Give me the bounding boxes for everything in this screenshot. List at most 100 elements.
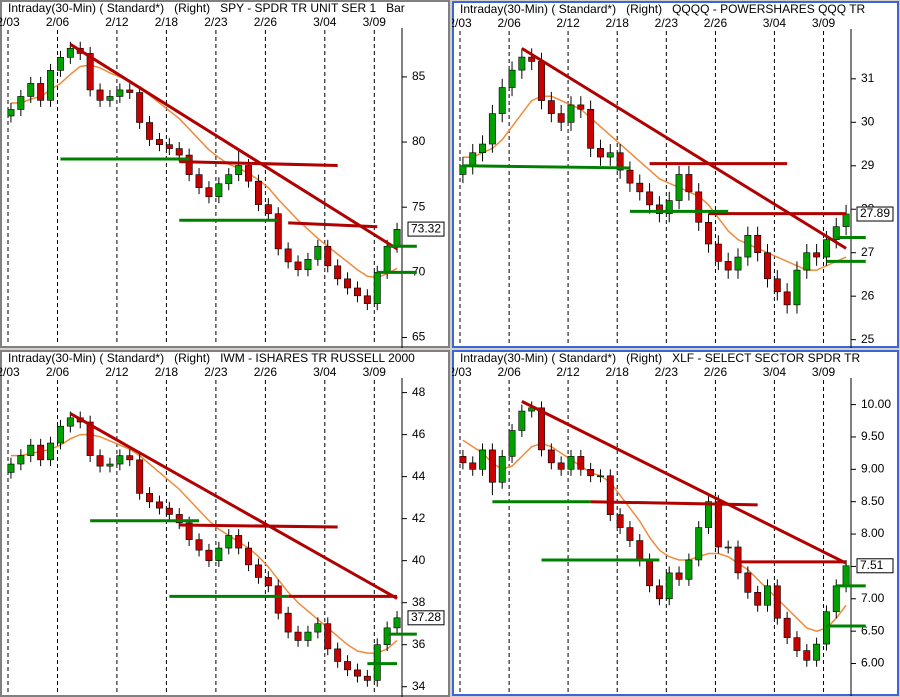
y-tick-label: 70 [412, 265, 426, 279]
x-tick-label: 2/18 [155, 365, 179, 379]
trend-line [69, 412, 398, 600]
candle-body [116, 89, 124, 97]
candle-body [773, 278, 781, 293]
candle-body [803, 650, 811, 661]
panel-bg [452, 1, 899, 348]
candle-body [205, 187, 213, 198]
candle-body [705, 501, 712, 528]
candle-body [56, 57, 64, 71]
panel-bg [0, 350, 450, 697]
candle-body [126, 455, 134, 461]
y-tick-label: 31 [861, 71, 875, 85]
candle-body [37, 83, 45, 101]
candle-body [314, 245, 322, 260]
candle-body [547, 449, 555, 464]
last-value-label: 7.51 [860, 558, 884, 572]
chart-title: Intraday(30-Min) ( Standard*) (Right) QQ… [460, 2, 866, 16]
x-tick-label: 2/03 [0, 365, 20, 379]
last-value-box [407, 221, 445, 237]
x-tick-label: 2/12 [105, 15, 129, 29]
y-tick-label: 75 [412, 199, 426, 213]
x-tick-label: 2/06 [497, 16, 521, 30]
candle-body [294, 631, 302, 641]
candle-body [254, 564, 262, 578]
trend-line [462, 164, 630, 170]
y-tick-label: 8.00 [861, 526, 885, 540]
candle-body [675, 572, 683, 580]
candle-body [724, 261, 732, 271]
chart-panel: Intraday(30-Min) ( Standard*) (Right) XL… [452, 350, 899, 696]
candle-body [655, 585, 663, 600]
x-tick-label: 2/12 [556, 16, 580, 30]
candle-body [567, 104, 575, 123]
candle-body [215, 183, 223, 198]
candle-body [803, 252, 811, 271]
x-tick-label: 3/04 [763, 365, 787, 379]
candle-body [373, 272, 381, 304]
candle-body [136, 92, 144, 123]
candle-body [557, 462, 565, 470]
trend-line [179, 160, 338, 168]
last-value-label: 37.28 [411, 610, 441, 624]
candle-body [86, 421, 94, 456]
candle-body [577, 104, 585, 110]
chart-panel: Intraday(30-Min) ( Standard*) (Right) QQ… [452, 1, 899, 348]
y-tick-label: 36 [412, 637, 426, 651]
x-tick-label: 2/18 [606, 365, 630, 379]
candle-body [557, 113, 565, 123]
x-tick-label: 3/09 [812, 365, 836, 379]
candle-body [56, 425, 64, 444]
candle-body [626, 527, 634, 541]
candle-body [488, 113, 496, 145]
candle-body [459, 456, 467, 464]
last-value-box [856, 206, 894, 222]
x-tick-label: 3/04 [313, 15, 337, 29]
candle-body [488, 449, 496, 483]
candle-body [587, 469, 595, 477]
chart-title: Intraday(30-Min) ( Standard*) (Right) SP… [8, 1, 405, 15]
candle-body [235, 535, 243, 549]
candle-body [235, 165, 243, 175]
candle-body [245, 165, 253, 182]
x-tick-label: 3/04 [313, 365, 337, 379]
candle-body [47, 442, 55, 461]
candle-body [175, 514, 183, 524]
candle-body [705, 221, 712, 245]
candle-body [665, 200, 673, 214]
candle-body [714, 243, 722, 262]
y-tick-label: 48 [412, 385, 426, 399]
candle-body [393, 229, 401, 247]
candle-body [205, 549, 213, 561]
y-tick-label: 29 [861, 158, 875, 172]
x-tick-label: 3/09 [363, 15, 387, 29]
x-tick-label: 2/18 [606, 16, 630, 30]
candle-body [646, 191, 654, 206]
candle-body [587, 108, 595, 149]
x-tick-label: 3/04 [763, 16, 787, 30]
candle-body [764, 585, 771, 606]
candle-body [479, 449, 487, 470]
candle-body [626, 169, 634, 184]
candle-body [469, 462, 477, 470]
candle-body [27, 444, 35, 456]
candle-body [636, 182, 644, 193]
candle-body [304, 259, 312, 271]
trend-line [590, 500, 758, 507]
y-tick-label: 9.50 [861, 429, 885, 443]
candle-body [96, 455, 104, 467]
x-tick-label: 2/03 [0, 15, 20, 29]
candle-body [547, 100, 555, 114]
moving-average [10, 433, 398, 654]
chart-title: Intraday(30-Min) ( Standard*) (Right) XL… [460, 351, 860, 365]
candle-body [264, 204, 272, 215]
candle-body [744, 235, 752, 258]
candle-body [294, 261, 302, 271]
candle-body [773, 585, 781, 619]
candle-body [822, 611, 830, 645]
last-value-box [407, 610, 445, 626]
candle-body [469, 152, 477, 167]
candle-body [636, 540, 644, 561]
candle-body [185, 522, 193, 540]
candle-body [146, 493, 154, 503]
candle-body [136, 459, 144, 494]
